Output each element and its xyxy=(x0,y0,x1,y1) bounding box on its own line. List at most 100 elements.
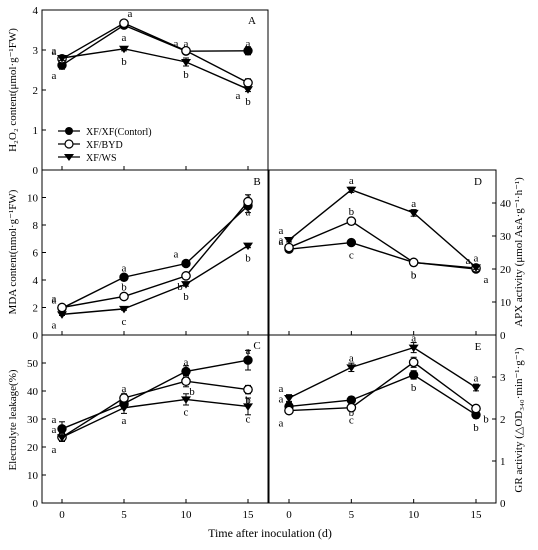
significance-letter: a xyxy=(349,175,354,187)
series-line xyxy=(288,374,477,416)
significance-letter: a xyxy=(279,393,284,405)
significance-letter: a xyxy=(246,345,251,357)
series-line xyxy=(61,398,249,438)
data-point xyxy=(243,242,253,251)
data-point xyxy=(243,77,253,88)
data-point xyxy=(243,46,253,56)
y-tick-label: 0 xyxy=(500,498,506,510)
x-tick-label: 15 xyxy=(471,509,483,521)
data-point xyxy=(243,196,253,207)
panel-frame xyxy=(41,334,269,504)
significance-letter: a xyxy=(279,418,284,430)
series-triangle-down-filled: a a a a xyxy=(279,175,481,272)
x-tick-label: 0 xyxy=(59,509,65,521)
data-point xyxy=(346,364,357,372)
data-point xyxy=(243,355,253,365)
significance-letter: b xyxy=(349,407,355,419)
series-line xyxy=(61,380,249,438)
series-triangle-down-filled: a c b b xyxy=(52,242,253,331)
significance-letter: b xyxy=(411,369,417,381)
significance-letter: a xyxy=(484,274,489,286)
y-axis-title: GR activity (△OD₃₄₀·min⁻¹·g⁻¹) xyxy=(513,347,525,492)
x-tick-label: 0 xyxy=(286,509,292,521)
y-tick-label: 10 xyxy=(27,470,39,482)
panel-c: 0 10 20 30 40 50 0 5 10 15 Electrolyte leakage(%) C… xyxy=(7,334,269,521)
y-tick-label: 0 xyxy=(33,330,39,342)
data-point xyxy=(284,242,294,253)
significance-letter: a xyxy=(52,424,57,436)
x-tick-label: 15 xyxy=(243,509,255,521)
legend-marker xyxy=(64,139,74,149)
y-tick-label: 40 xyxy=(27,386,39,398)
legend: XF/XF(Contorl) XF/BYD XF/WS xyxy=(58,127,152,164)
y-axis-title: H₂O₂ content(μmol·g⁻¹FW) xyxy=(7,28,19,152)
data-point xyxy=(408,209,419,218)
data-point xyxy=(119,45,129,54)
y-axis-title: Electrolyte leakage(%) xyxy=(7,369,19,470)
panel-d: 0 10 20 30 40 APX activity (μmol AsA·g⁻¹·h⁻¹)… xyxy=(268,169,525,342)
significance-letter: b xyxy=(473,422,479,434)
significance-letter: a xyxy=(174,249,179,261)
y-tick-label: 1 xyxy=(33,125,39,137)
panel-frame xyxy=(41,169,269,336)
significance-letter: a xyxy=(52,45,57,57)
data-point xyxy=(471,403,481,414)
legend-item: XF/XF(Contorl) xyxy=(58,127,152,138)
y-tick-label: 8 xyxy=(33,220,39,232)
data-point xyxy=(471,264,481,272)
data-point xyxy=(408,257,419,268)
x-tick-label: 10 xyxy=(408,509,420,521)
series-line xyxy=(61,24,249,66)
significance-letter: b xyxy=(245,253,251,265)
data-point xyxy=(181,376,191,387)
significance-letter: a xyxy=(174,38,179,50)
y-tick-label: 2 xyxy=(500,414,506,426)
significance-letter: a xyxy=(184,356,189,368)
data-point xyxy=(284,405,294,416)
y-tick-label: 20 xyxy=(500,264,512,276)
series-circle-filled: a c b a xyxy=(279,236,489,286)
data-point xyxy=(284,236,294,245)
series-line xyxy=(288,361,477,412)
y-tick-label: 10 xyxy=(27,193,39,205)
y-tick-label: 4 xyxy=(33,275,39,287)
significance-letter: a xyxy=(411,198,416,210)
significance-letter: b xyxy=(183,69,189,81)
y-tick-label: 3 xyxy=(33,45,39,57)
significance-letter: b xyxy=(411,382,417,394)
y-axis-title: APX activity (μmol AsA·g⁻¹·h⁻¹) xyxy=(513,177,525,327)
data-point xyxy=(181,258,191,269)
significance-letter: a xyxy=(474,252,479,264)
panel-label: B xyxy=(253,176,260,188)
significance-letter: a xyxy=(52,414,57,426)
significance-letter: c xyxy=(122,316,127,328)
y-tick-label: 1 xyxy=(500,456,506,468)
series-line xyxy=(288,346,477,399)
significance-letter: a xyxy=(122,32,127,44)
y-tick-label: 3 xyxy=(500,372,506,384)
panel-frame xyxy=(268,334,497,504)
y-axis-title: MDA content(nmol·g⁻¹FW) xyxy=(7,189,19,314)
significance-letter: a xyxy=(184,38,189,50)
data-point xyxy=(57,424,67,434)
series-line xyxy=(61,205,249,309)
legend-label: XF/XF(Contorl) xyxy=(86,127,152,138)
data-point xyxy=(119,393,129,403)
data-point xyxy=(408,357,419,368)
significance-letter: a xyxy=(279,235,284,247)
significance-letter: a xyxy=(128,8,133,20)
significance-letter: a xyxy=(52,70,57,82)
significance-letter: b xyxy=(189,386,195,398)
x-tick-label: 5 xyxy=(121,509,127,521)
series-line xyxy=(61,22,249,84)
significance-letter: a xyxy=(474,373,479,385)
data-point xyxy=(57,55,67,63)
significance-letter: a xyxy=(279,383,284,395)
